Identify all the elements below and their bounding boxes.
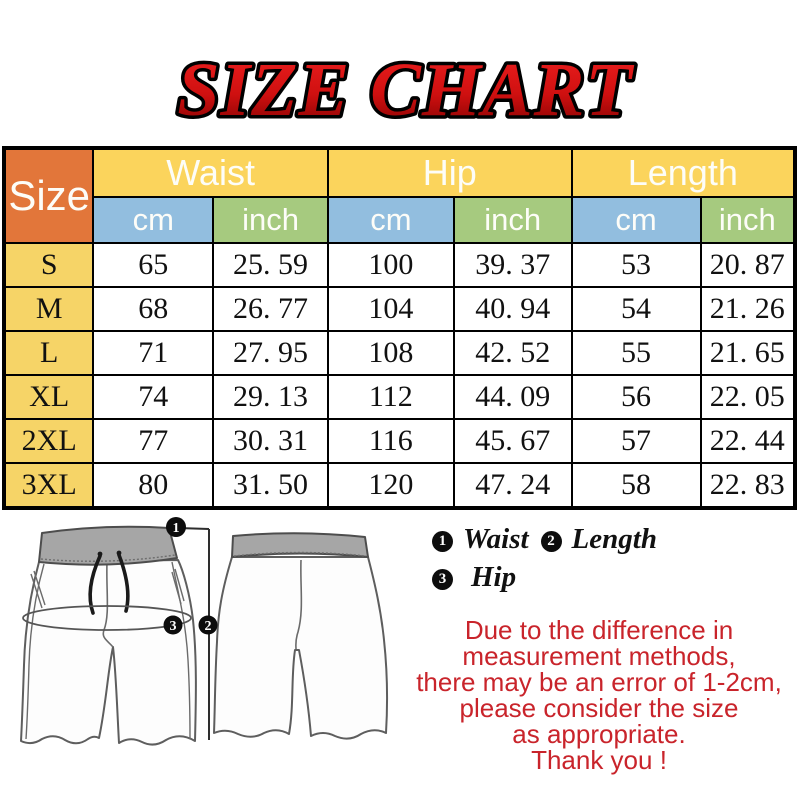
hip-cm-value: 120 — [326, 462, 455, 509]
back-waistband-stitch — [233, 551, 367, 557]
front-right-pocket — [171, 568, 185, 605]
note-line: Thank you ! — [531, 745, 667, 775]
col-header-length: Length — [570, 147, 797, 198]
waist-inch-value: 30. 31 — [212, 418, 329, 464]
svg-text:2: 2 — [205, 619, 212, 634]
length-cm-value: 56 — [570, 374, 702, 420]
waist-cm-value: 74 — [92, 374, 215, 420]
hip-measure-ellipse — [22, 605, 192, 631]
marker-1-waist: 1 — [166, 517, 186, 537]
waist-cm-value: 71 — [92, 330, 215, 376]
legend-line-1: 1 Waist 2 Length — [432, 521, 792, 558]
legend-badge-2: 2 — [540, 531, 562, 552]
hip-inch-value: 42. 52 — [452, 330, 573, 376]
page-title: SIZE CHART — [177, 48, 634, 132]
size-label: 3XL — [2, 462, 95, 509]
length-cm-value: 58 — [570, 462, 702, 509]
length-inch-value: 22. 05 — [699, 374, 797, 420]
length-inch-value: 21. 26 — [699, 286, 797, 332]
front-waistband — [38, 525, 178, 566]
col-header-size: Size — [2, 147, 95, 244]
size-label: XL — [2, 374, 95, 420]
size-label: L — [2, 330, 95, 376]
length-cm-value: 55 — [570, 330, 702, 376]
back-center-seam — [295, 559, 303, 650]
hip-inch-value: 39. 37 — [452, 242, 573, 288]
table-row: 2XL 77 30. 31 116 45. 67 57 22. 44 — [2, 418, 797, 464]
hip-cm-value: 116 — [326, 418, 455, 464]
length-inch-value: 22. 44 — [699, 418, 797, 464]
size-chart-title-art: SIZE CHART — [174, 45, 637, 136]
table-row: 3XL 80 31. 50 120 47. 24 58 22. 83 — [2, 462, 797, 509]
waist-inch-value: 29. 13 — [212, 374, 329, 420]
hip-inch-value: 40. 94 — [452, 286, 573, 332]
unit-header-waist-inch: inch — [212, 196, 329, 244]
shorts-front-outline — [20, 559, 197, 746]
col-header-hip: Hip — [326, 147, 573, 198]
hip-cm-value: 108 — [326, 330, 455, 376]
unit-header-length-cm: cm — [570, 196, 702, 244]
note-line: measurement methods, — [462, 641, 736, 671]
waist-cm-value: 68 — [92, 286, 215, 332]
drawstring-left — [88, 554, 102, 615]
waist-cm-value: 80 — [92, 462, 215, 509]
length-cm-value: 53 — [570, 242, 702, 288]
size-label: 2XL — [2, 418, 95, 464]
marker-2-length: 2 — [198, 615, 218, 635]
hip-inch-value: 45. 67 — [452, 418, 573, 464]
note-line: as appropriate. — [512, 719, 686, 749]
waist-inch-value: 26. 77 — [212, 286, 329, 332]
table-row: M 68 26. 77 104 40. 94 54 21. 26 — [2, 286, 797, 332]
unit-header-length-inch: inch — [699, 196, 797, 244]
table-row: S 65 25. 59 100 39. 37 53 20. 87 — [2, 242, 797, 288]
legend-line-2: 3 Hip — [432, 559, 792, 596]
note-line: please consider the size — [459, 693, 739, 723]
back-waistband — [231, 532, 369, 558]
measurement-legend: 1 Waist 2 Length 3 Hip — [432, 521, 792, 596]
hip-inch-value: 47. 24 — [452, 462, 573, 509]
legend-badge-1: 1 — [432, 531, 453, 552]
col-header-waist: Waist — [92, 147, 329, 198]
measurement-disclaimer: Due to the difference in measurement met… — [398, 617, 800, 773]
shorts-back-outline — [213, 556, 389, 740]
hip-cm-value: 104 — [326, 286, 455, 332]
length-inch-value: 21. 65 — [699, 330, 797, 376]
table-row: L 71 27. 95 108 42. 52 55 21. 65 — [2, 330, 797, 376]
table-header-row-units: cm inch cm inch cm inch — [4, 196, 797, 244]
unit-header-waist-cm: cm — [92, 196, 215, 244]
legend-label-hip: Hip — [471, 561, 517, 593]
table-header-row-groups: Size Waist Hip Length — [2, 147, 797, 244]
front-right-seam-line — [171, 561, 191, 740]
waist-cm-value: 77 — [92, 418, 215, 464]
svg-text:3: 3 — [170, 619, 177, 634]
hip-cm-value: 100 — [326, 242, 455, 288]
legend-badge-3: 3 — [432, 569, 453, 590]
length-inch-value: 20. 87 — [699, 242, 797, 288]
waist-inch-value: 31. 50 — [212, 462, 329, 509]
waist-inch-value: 27. 95 — [212, 330, 329, 376]
size-chart-table: Size Waist Hip Length cm inch cm inch cm… — [2, 146, 797, 510]
marker-3-hip: 3 — [163, 615, 183, 635]
shorts-measurement-diagram: 1 2 3 — [20, 517, 389, 746]
waist-cm-value: 65 — [92, 242, 215, 288]
unit-header-hip-cm: cm — [326, 196, 455, 244]
legend-label-length: Length — [571, 523, 657, 555]
length-cm-value: 54 — [570, 286, 702, 332]
size-label: S — [2, 242, 95, 288]
note-line: Due to the difference in — [464, 615, 734, 645]
front-left-pocket — [30, 570, 46, 609]
length-inch-value: 22. 83 — [699, 462, 797, 509]
table-row: XL 74 29. 13 112 44. 09 56 22. 05 — [2, 374, 797, 420]
note-line: there may be an error of 1-2cm, — [416, 667, 782, 697]
unit-header-hip-inch: inch — [452, 196, 573, 244]
svg-text:1: 1 — [173, 521, 180, 536]
legend-label-waist: Waist — [463, 523, 529, 555]
front-left-seam-line — [25, 563, 45, 740]
size-label: M — [2, 286, 95, 332]
length-cm-value: 57 — [570, 418, 702, 464]
waist-inch-value: 25. 59 — [212, 242, 329, 288]
hip-cm-value: 112 — [326, 374, 455, 420]
hip-inch-value: 44. 09 — [452, 374, 573, 420]
